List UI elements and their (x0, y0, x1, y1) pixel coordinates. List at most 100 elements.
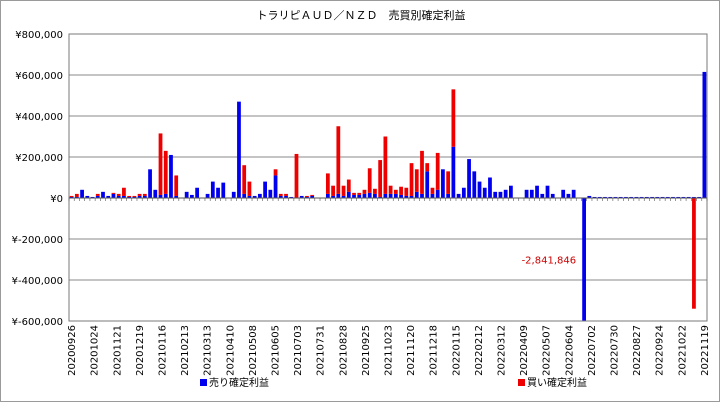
bar-sell-profit (545, 185, 550, 198)
bar-sell-profit (655, 196, 660, 198)
bar-sell-profit (561, 189, 566, 198)
bar-sell-profit (325, 193, 330, 198)
bar-buy-profit (242, 165, 247, 194)
bar-buy-profit (367, 168, 372, 193)
bar-sell-profit (671, 196, 675, 198)
bar-sell-profit (299, 195, 304, 198)
bar-sell-profit (608, 196, 613, 198)
bars (69, 71, 707, 321)
x-tick-label: 20200926 (67, 325, 78, 376)
bar-sell-profit (336, 193, 341, 198)
annotation-label: -2,841,846 (522, 256, 577, 267)
bar-buy-profit (378, 160, 383, 197)
bar-sell-profit (158, 194, 163, 198)
bar-buy-profit (435, 152, 440, 190)
bar-sell-profit (127, 196, 132, 198)
x-tick-label: 20210116 (158, 325, 169, 376)
bar-sell-profit (174, 195, 179, 198)
bar-sell-profit (205, 193, 210, 198)
bar-sell-profit (697, 196, 702, 198)
bar-sell-profit (404, 195, 409, 198)
bar-sell-profit (116, 195, 121, 198)
bar-sell-profit (278, 195, 283, 198)
bar-sell-profit (247, 195, 252, 198)
bar-sell-profit (331, 195, 335, 198)
bar-sell-profit (268, 189, 273, 198)
bar-sell-profit (393, 193, 398, 198)
bar-buy-profit (278, 193, 283, 196)
x-tick-label: 20201219 (135, 325, 146, 376)
x-tick-label: 20211023 (384, 325, 395, 376)
bar-sell-profit (414, 191, 419, 198)
x-tick-label: 20210703 (293, 325, 304, 376)
bar-sell-profit (644, 196, 649, 198)
bar-sell-profit (624, 196, 628, 198)
bar-buy-profit (163, 150, 168, 194)
bar-buy-profit (69, 195, 74, 197)
bar-sell-profit (90, 196, 95, 198)
bar-sell-profit (629, 196, 634, 198)
bar-sell-profit (378, 196, 383, 198)
bar-sell-profit (352, 194, 356, 198)
legend-swatch-sell (200, 379, 207, 386)
bar-sell-profit (195, 187, 200, 198)
x-tick-label: 20210731 (316, 325, 327, 376)
x-tick-label: 20210508 (248, 325, 259, 376)
bar-buy-profit (393, 189, 398, 194)
bar-sell-profit (362, 193, 367, 198)
bar-sell-profit (676, 196, 681, 198)
bar-buy-profit (137, 193, 142, 196)
bar-sell-profit (550, 193, 555, 198)
bar-sell-profit (101, 191, 105, 198)
legend-label-sell: 売り確定利益 (209, 376, 269, 389)
bar-sell-profit (441, 169, 445, 198)
bar-sell-profit (529, 189, 534, 198)
y-tick-label: ¥800,000 (15, 30, 63, 41)
bar-sell-profit (357, 194, 362, 198)
bar-buy-profit (346, 179, 351, 192)
bar-sell-profit (681, 196, 686, 198)
bar-sell-profit (597, 196, 602, 198)
bar-buy-profit (451, 89, 456, 147)
bar-buy-profit (414, 169, 419, 192)
bar-buy-profit (284, 193, 288, 196)
bar-sell-profit (582, 198, 586, 321)
bar-sell-profit (388, 193, 393, 198)
bar-buy-profit (446, 171, 451, 194)
bar-sell-profit (660, 196, 665, 198)
bar-buy-profit (341, 185, 346, 196)
chart-title: トラリピＡＵＤ／ＮＺＤ 売買別確定利益 (257, 8, 466, 22)
y-tick-label: ¥200,000 (15, 153, 63, 164)
bar-buy-profit (111, 192, 116, 194)
bar-buy-profit (404, 187, 409, 196)
bar-buy-profit (388, 185, 393, 194)
bar-buy-profit (305, 195, 309, 197)
bar-sell-profit (153, 189, 158, 198)
x-tick-label: 20210313 (203, 325, 214, 376)
bar-buy-profit (362, 189, 367, 194)
x-tick-label: 20210925 (361, 325, 372, 376)
bar-buy-profit (310, 194, 315, 196)
plot-border (68, 33, 708, 322)
bar-sell-profit (425, 171, 430, 198)
bar-sell-profit (341, 195, 346, 198)
x-tick-label: 20220507 (542, 325, 553, 376)
x-tick-label: 20220409 (519, 325, 530, 376)
bar-sell-profit (477, 181, 482, 198)
bar-sell-profit (216, 187, 220, 198)
bar-sell-profit (252, 195, 257, 198)
bar-sell-profit (69, 196, 74, 198)
bar-sell-profit (95, 195, 100, 198)
bar-buy-profit (325, 173, 330, 194)
bar-buy-profit (122, 187, 126, 196)
bar-sell-profit (509, 185, 513, 198)
bar-sell-profit (603, 196, 607, 198)
bar-sell-profit (540, 193, 545, 198)
bar-sell-profit (420, 193, 424, 198)
bar-buy-profit (399, 186, 403, 195)
x-tick-label: 20201024 (90, 325, 101, 376)
x-tick-label: 20220827 (632, 325, 643, 376)
bar-sell-profit (488, 177, 492, 198)
bar-sell-profit (524, 189, 529, 198)
bar-sell-profit (702, 71, 707, 198)
